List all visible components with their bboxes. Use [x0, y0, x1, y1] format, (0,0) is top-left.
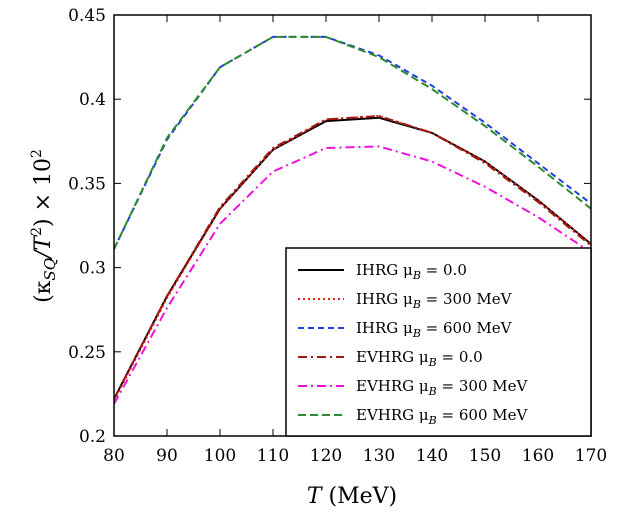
legend-label-1: IHRG μB = 0.0	[356, 261, 467, 282]
x-tick-label: 100	[204, 446, 236, 466]
x-tick-label: 120	[310, 446, 342, 466]
legend: IHRG μB = 0.0 IHRG μB = 300 MeV IHRG μB = …	[285, 247, 592, 437]
legend-box	[285, 247, 592, 437]
y-axis-title: (κSQ/T2) × 102	[29, 149, 59, 303]
series-line-6	[114, 35, 591, 250]
legend-label-2: IHRG μB = 300 MeV	[356, 290, 513, 311]
x-axis-title: T (MeV)	[307, 484, 397, 509]
y-tick-label: 0.4	[79, 90, 106, 110]
x-tick-label: 150	[469, 446, 501, 466]
x-tick-label: 90	[156, 446, 178, 466]
x-tick-label: 170	[575, 446, 607, 466]
x-tick-label: 110	[257, 446, 289, 466]
y-tick-label: 0.3	[79, 259, 106, 279]
y-tick-label: 0.45	[68, 6, 106, 26]
series-line-3	[114, 35, 591, 250]
legend-label-4: EVHRG μB = 0.0	[356, 348, 483, 369]
y-tick-label: 0.2	[79, 427, 106, 447]
x-tick-label: 160	[522, 446, 554, 466]
y-tick-label: 0.35	[68, 174, 106, 194]
x-tick-label: 80	[103, 446, 125, 466]
x-tick-label: 130	[363, 446, 395, 466]
y-tick-label: 0.25	[68, 343, 106, 363]
axis-ticks: 80 90 100 110 120 130 140 150 160 170 0.2 0.25 0.3 0.…	[68, 6, 607, 466]
series-line-4	[114, 115, 591, 400]
legend-label-6: EVHRG μB = 600 MeV	[356, 406, 528, 427]
legend-label-5: EVHRG μB = 300 MeV	[356, 377, 528, 398]
x-tick-label: 140	[416, 446, 448, 466]
legend-label-3: IHRG μB = 600 MeV	[356, 319, 513, 340]
series-lines	[114, 35, 591, 405]
series-line-5	[114, 145, 591, 405]
